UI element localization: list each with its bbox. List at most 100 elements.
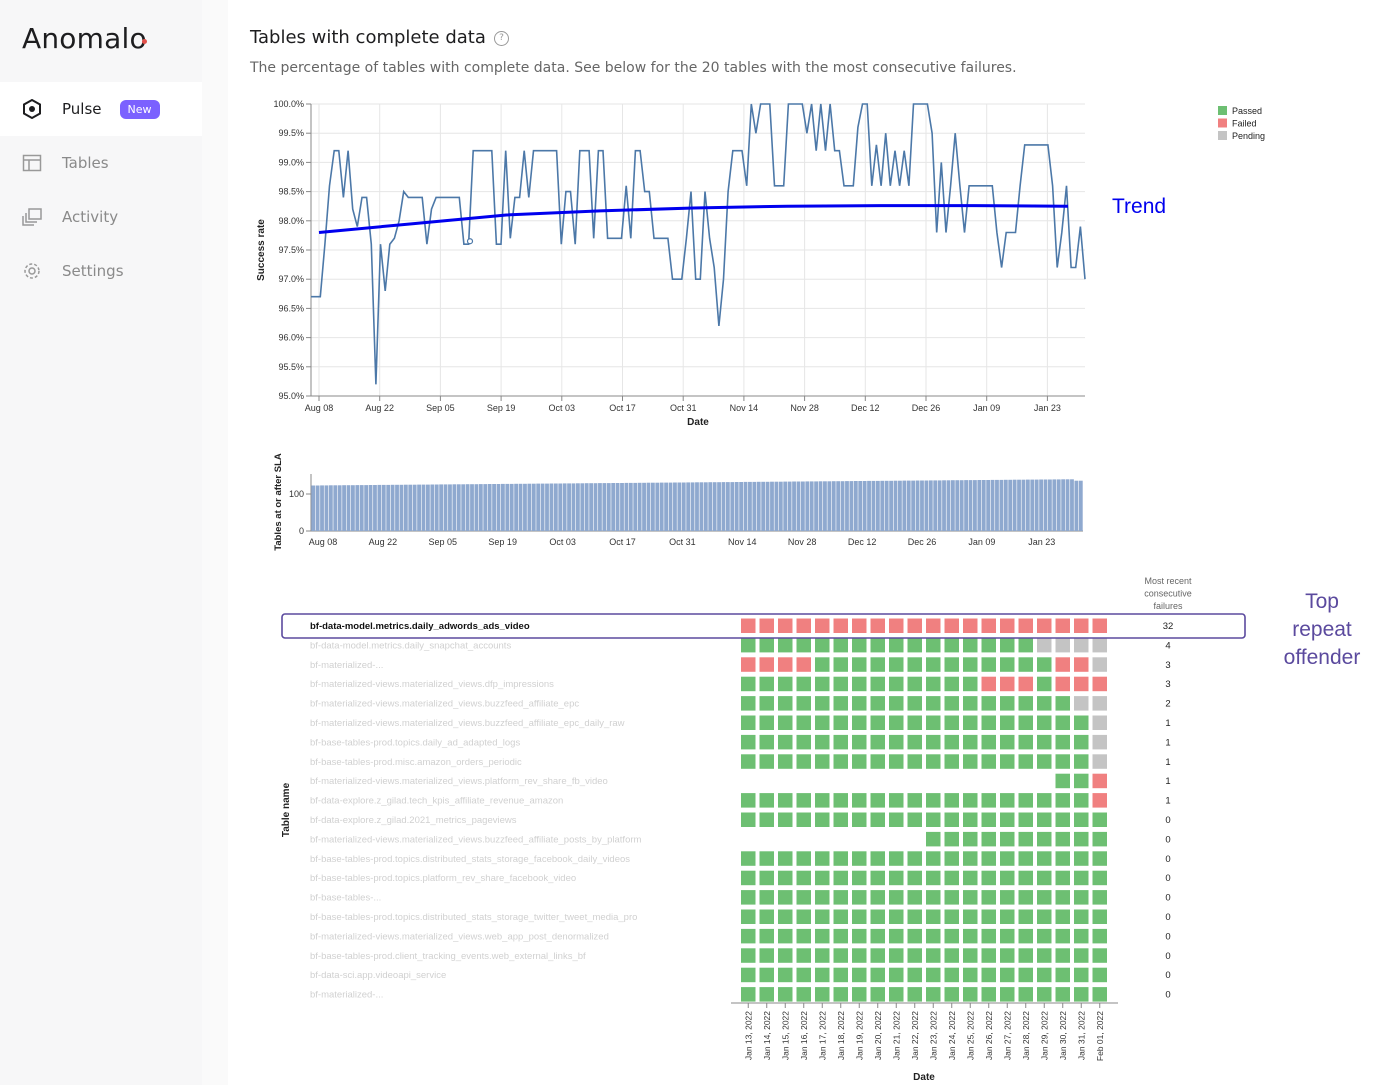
consecutive-failures-value: 3 (1165, 679, 1170, 690)
sla-bar (518, 483, 523, 531)
status-cell (852, 851, 867, 866)
status-cell (981, 870, 996, 886)
status-cell (1092, 928, 1107, 944)
status-cell (741, 948, 756, 963)
sla-bar (686, 482, 691, 531)
sla-bar (708, 482, 713, 531)
status-cell (1092, 793, 1107, 808)
status-cell (778, 734, 793, 750)
y-tick-label: 96.0% (278, 333, 304, 343)
status-cell (889, 967, 904, 983)
status-cell (796, 754, 811, 769)
help-icon[interactable]: ? (494, 31, 509, 46)
status-cell (759, 890, 774, 905)
sla-bar (514, 483, 519, 531)
sla-bar (681, 482, 686, 531)
table-row-name: bf-data-model.metrics.daily_adwords_ads_… (310, 621, 530, 632)
sla-bar (973, 480, 977, 531)
status-cell (852, 637, 867, 653)
x-tick-label: Jan 19, 2022 (854, 1011, 864, 1060)
sla-bar (853, 481, 858, 531)
status-cell (833, 928, 848, 944)
status-cell (926, 987, 941, 1002)
sidebar-item-activity[interactable]: Activity (0, 190, 202, 244)
status-cell (870, 734, 885, 750)
status-cell (815, 676, 830, 692)
status-cell (907, 637, 922, 653)
table-icon (22, 153, 42, 173)
sla-bar (933, 480, 938, 531)
status-cell (833, 812, 848, 827)
x-tick-label: Jan 15, 2022 (780, 1011, 790, 1060)
sla-bar (509, 483, 514, 531)
status-cell (1074, 676, 1089, 692)
status-cell (963, 812, 978, 827)
sla-bar (395, 484, 399, 531)
sla-bar (390, 484, 395, 531)
status-cell (889, 909, 904, 924)
x-tick-label: Jan 25, 2022 (965, 1011, 975, 1060)
status-cell (1092, 773, 1107, 789)
sla-bar (752, 481, 757, 531)
status-cell (1037, 928, 1052, 944)
status-cell (741, 909, 756, 924)
table-row-name: bf-materialized-views.materialized_views… (310, 679, 554, 690)
sla-bar (924, 480, 929, 531)
sla-bar (580, 483, 585, 531)
sidebar-item-pulse[interactable]: Pulse New (0, 82, 202, 136)
status-cell (1092, 987, 1107, 1002)
sla-bar (1065, 479, 1070, 531)
status-cell (963, 851, 978, 866)
status-cell (889, 793, 904, 808)
sla-bar (496, 484, 501, 531)
sla-bar (628, 482, 633, 531)
x-tick-label: Aug 22 (365, 403, 394, 413)
status-cell (963, 909, 978, 924)
sla-bar (990, 479, 995, 531)
status-cell (889, 734, 904, 750)
sidebar-item-tables[interactable]: Tables (0, 136, 202, 190)
status-cell (1092, 948, 1107, 963)
status-cell (833, 987, 848, 1002)
status-cell (759, 754, 774, 769)
status-cell (741, 715, 756, 730)
status-cell (1018, 657, 1033, 672)
status-cell (815, 657, 830, 672)
sla-bar (915, 480, 920, 531)
status-cell (963, 967, 978, 983)
app-logo[interactable]: Anomalo (22, 22, 147, 55)
status-cell (759, 948, 774, 963)
status-cell (944, 715, 959, 730)
status-cell (981, 754, 996, 769)
sla-bar (1039, 479, 1043, 531)
x-tick-label: Aug 08 (309, 537, 338, 547)
sla-bar (1008, 479, 1013, 531)
sla-bar (761, 481, 766, 531)
trend-annotation: Trend (1112, 195, 1166, 218)
status-cell (981, 676, 996, 692)
status-cell (759, 696, 774, 711)
status-cell (963, 676, 978, 692)
status-cell (833, 676, 848, 692)
status-cell (1092, 618, 1107, 633)
status-cell (870, 851, 885, 866)
x-tick-label: Sep 05 (426, 403, 455, 413)
sla-bar (602, 483, 607, 531)
sidebar-item-settings[interactable]: Settings (0, 244, 202, 298)
status-cell (1055, 831, 1070, 847)
status-cell (778, 657, 793, 672)
status-cell (759, 967, 774, 983)
status-cell (889, 618, 904, 633)
sla-bar (858, 481, 863, 531)
sla-bar (1061, 479, 1066, 531)
sla-bar (946, 480, 951, 531)
status-cell (1000, 715, 1015, 730)
status-cell (870, 909, 885, 924)
status-cell (963, 948, 978, 963)
status-cell (1018, 618, 1033, 633)
sla-bar (871, 480, 876, 531)
sla-bar (1048, 479, 1052, 531)
status-cell (759, 851, 774, 866)
status-cell (833, 754, 848, 769)
status-cell (833, 948, 848, 963)
